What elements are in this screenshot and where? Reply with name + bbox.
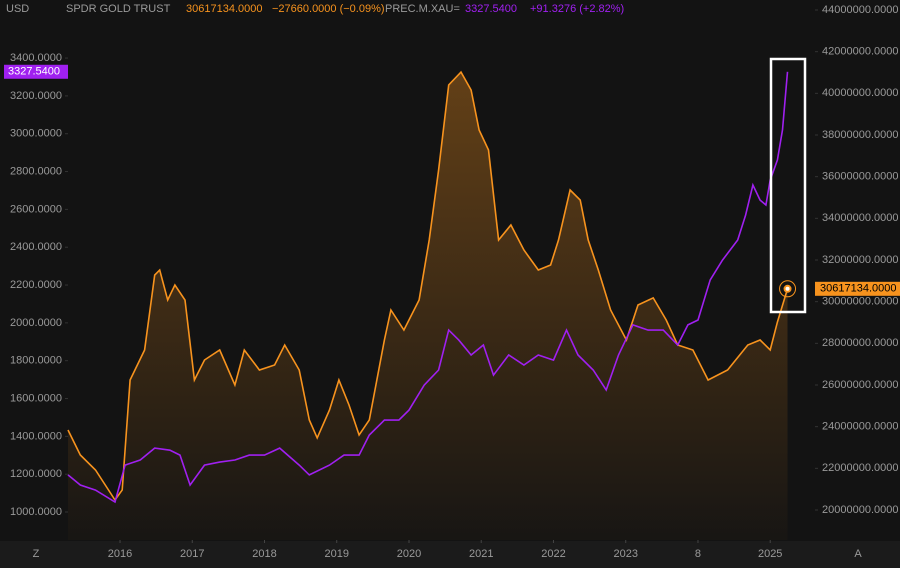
highlight-box xyxy=(769,57,807,314)
last-badge-label: 30617134.0000 xyxy=(820,283,896,295)
y-tick-label: 2000.0000 xyxy=(10,317,62,329)
y-tick-label: 3400.0000 xyxy=(10,52,62,64)
y2-tick-label: 26000000.0000 xyxy=(822,379,898,391)
y2-tick-label: 20000000.0000 xyxy=(822,504,898,516)
y-tick-label: 1400.0000 xyxy=(10,430,62,442)
series-change: −27660.0000 (−0.09%) xyxy=(272,3,385,15)
series-name: PREC.M.XAU= xyxy=(385,3,460,15)
x-tick-label: 8 xyxy=(695,548,701,560)
last-badge xyxy=(815,281,900,296)
series-line xyxy=(67,71,789,504)
y-tick-label: 1800.0000 xyxy=(10,355,62,367)
last-point xyxy=(783,284,792,293)
y2-tick-label: 42000000.0000 xyxy=(822,46,898,58)
y-tick-label: 2200.0000 xyxy=(10,279,62,291)
series-last: 3327.5400 xyxy=(465,3,517,15)
x-tick-label: 2018 xyxy=(252,548,276,560)
y-tick-label: 3200.0000 xyxy=(10,90,62,102)
last-badge-label: 3327.5400 xyxy=(8,66,60,78)
y2-tick-label: 36000000.0000 xyxy=(822,171,898,183)
y2-tick-label: 30000000.0000 xyxy=(822,296,898,308)
x-tick-label: 2019 xyxy=(325,548,349,560)
y2-tick-label: 32000000.0000 xyxy=(822,254,898,266)
x-tick-label: 2022 xyxy=(541,548,565,560)
y-tick-label: 1600.0000 xyxy=(10,392,62,404)
time-axis-bar xyxy=(0,541,900,568)
series-name: SPDR GOLD TRUST xyxy=(66,3,171,15)
last-point-ring xyxy=(779,280,797,298)
y2-tick-label: 44000000.0000 xyxy=(822,4,898,16)
y2-tick-label: 38000000.0000 xyxy=(822,129,898,141)
y2-tick-label: 34000000.0000 xyxy=(822,212,898,224)
header: USD SPDR GOLD TRUST 30617134.0000 −27660… xyxy=(6,3,624,15)
series-line xyxy=(67,70,789,502)
x-tick-label: 2017 xyxy=(180,548,204,560)
y-tick-label: 1000.0000 xyxy=(10,506,62,518)
corner-button[interactable]: Z xyxy=(33,548,40,560)
corner-button[interactable]: A xyxy=(854,548,862,560)
y2-tick-label: 22000000.0000 xyxy=(822,462,898,474)
currency[interactable]: USD xyxy=(6,3,29,15)
x-tick-label: 2016 xyxy=(108,548,132,560)
x-tick-label: 2020 xyxy=(397,548,421,560)
y-tick-label: 2600.0000 xyxy=(10,203,62,215)
y-tick-label: 3000.0000 xyxy=(10,128,62,140)
last-badge xyxy=(4,64,68,79)
x-tick-label: 2023 xyxy=(613,548,637,560)
y2-tick-label: 28000000.0000 xyxy=(822,337,898,349)
series-last: 30617134.0000 xyxy=(186,3,262,15)
y2-tick-label: 40000000.0000 xyxy=(822,87,898,99)
y2-tick-label: 24000000.0000 xyxy=(822,421,898,433)
y-tick-label: 2800.0000 xyxy=(10,165,62,177)
y-tick-label: 1200.0000 xyxy=(10,468,62,480)
y-tick-label: 2400.0000 xyxy=(10,241,62,253)
x-tick-label: 2021 xyxy=(469,548,493,560)
series-change: +91.3276 (+2.82%) xyxy=(530,3,624,15)
x-tick-label: 2025 xyxy=(758,548,782,560)
area xyxy=(68,72,788,540)
